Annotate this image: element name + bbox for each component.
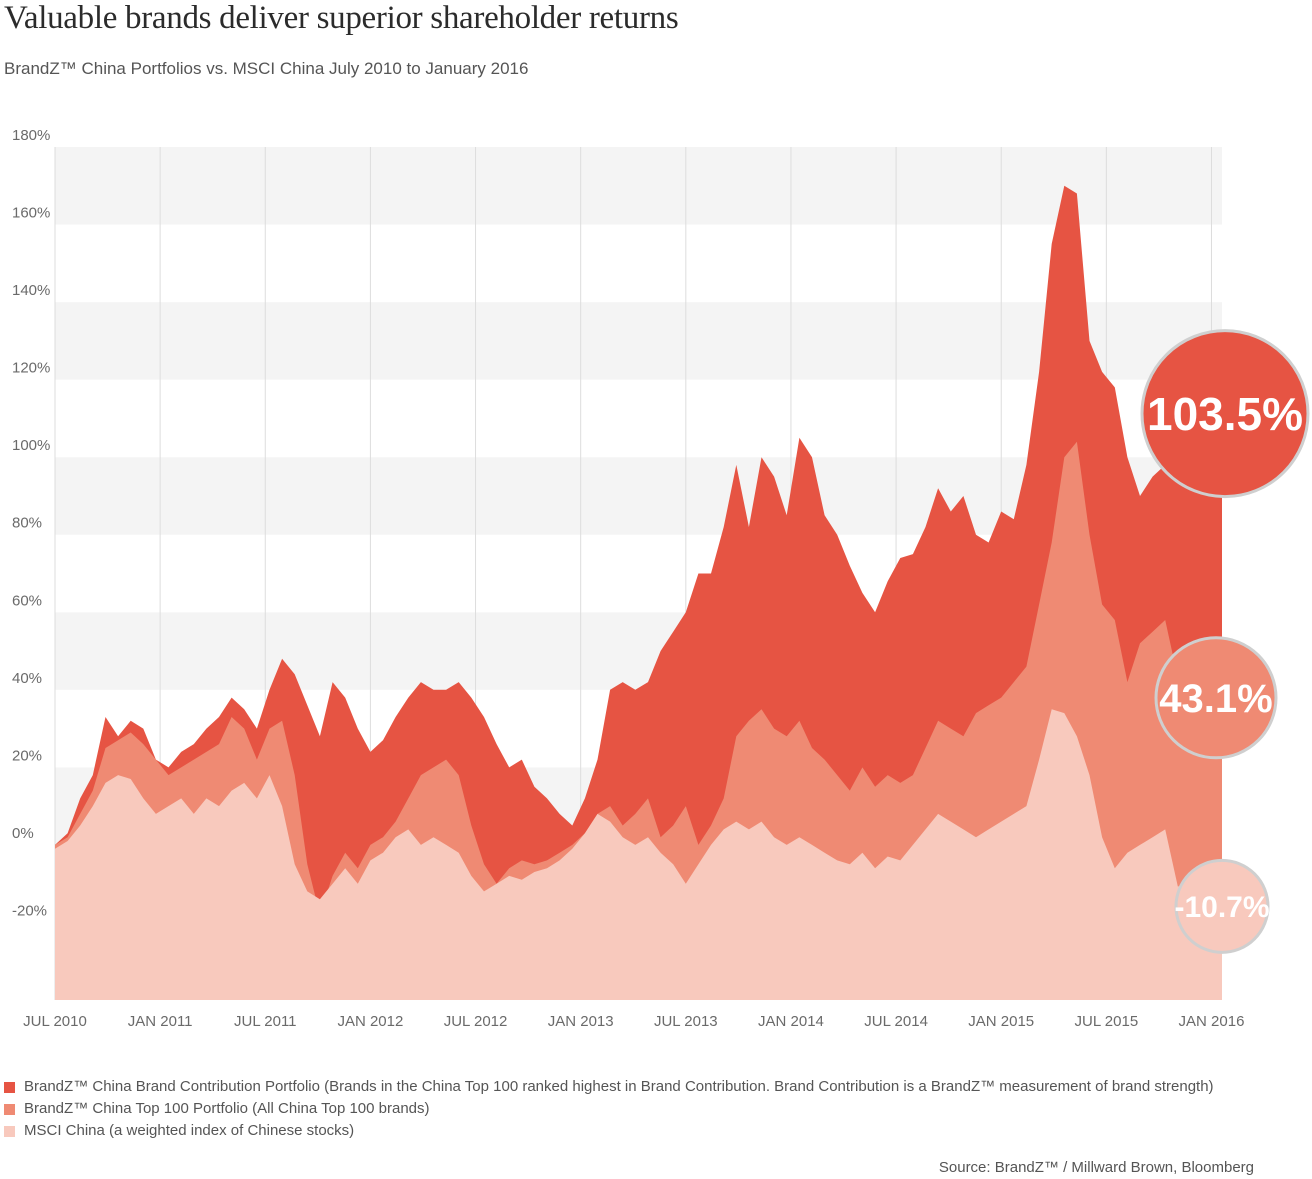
legend-item: BrandZ™ China Brand Contribution Portfol… <box>4 1076 1214 1098</box>
legend-swatch <box>4 1081 15 1093</box>
chart-title: Valuable brands deliver superior shareho… <box>4 0 679 36</box>
grid-band <box>55 379 1222 458</box>
y-tick-label: 120% <box>12 360 50 377</box>
x-tick-label: JAN 2012 <box>337 1013 403 1030</box>
area-chart: 180% 160% 140% 120% 100% 80% 60% 40% 20% 0% -20% J… <box>12 127 1310 1030</box>
end-value-label: 103.5% <box>1147 388 1303 440</box>
end-value-label: -10.7% <box>1174 891 1269 924</box>
end-value-bubbles: 103.5% 43.1% -10.7% <box>1140 329 1310 954</box>
legend: BrandZ™ China Brand Contribution Portfol… <box>4 1076 1214 1142</box>
x-tick-label: JUL 2012 <box>444 1013 508 1030</box>
legend-swatch <box>4 1103 15 1115</box>
chart-subtitle: BrandZ™ China Portfolios vs. MSCI China … <box>4 59 529 78</box>
y-tick-label: 80% <box>12 515 42 532</box>
y-tick-label: 140% <box>12 282 50 299</box>
x-tick-label: JUL 2015 <box>1075 1013 1139 1030</box>
series-areas <box>55 185 1222 1001</box>
end-value-bubble <box>1154 636 1278 760</box>
y-tick-label: 60% <box>12 592 42 609</box>
x-tick-label: JUL 2013 <box>654 1013 718 1030</box>
y-tick-label: 100% <box>12 437 50 454</box>
x-tick-label: JAN 2013 <box>548 1013 614 1030</box>
source-note: Source: BrandZ™ / Millward Brown, Bloomb… <box>938 1159 1254 1176</box>
legend-label: BrandZ™ China Brand Contribution Portfol… <box>24 1078 1214 1095</box>
end-value-label: 43.1% <box>1159 677 1272 721</box>
x-tick-label: JUL 2014 <box>864 1013 928 1030</box>
legend-item: BrandZ™ China Top 100 Portfolio (All Chi… <box>4 1098 1214 1120</box>
x-tick-label: JAN 2011 <box>128 1013 193 1030</box>
legend-label: BrandZ™ China Top 100 Portfolio (All Chi… <box>24 1100 430 1117</box>
series-area <box>55 709 1222 1000</box>
x-tick-label: JAN 2015 <box>968 1013 1034 1030</box>
y-tick-label: 40% <box>12 670 42 687</box>
x-tick-label: JAN 2016 <box>1179 1013 1245 1030</box>
y-tick-label: 20% <box>12 747 42 764</box>
grid-band <box>55 224 1222 303</box>
x-axis-ticks: JUL 2010 JAN 2011 JUL 2011 JAN 2012 JUL 2012… <box>23 1013 1244 1030</box>
legend-label: MSCI China (a weighted index of Chinese … <box>24 1122 355 1139</box>
y-tick-label: 180% <box>12 127 50 144</box>
legend-item: MSCI China (a weighted index of Chinese … <box>4 1120 1214 1142</box>
grid-band <box>55 302 1222 380</box>
end-value-bubble <box>1174 858 1270 954</box>
y-tick-label: 160% <box>12 205 50 222</box>
y-tick-label: -20% <box>12 902 47 919</box>
x-tick-label: JUL 2011 <box>234 1013 297 1030</box>
legend-swatch <box>4 1125 15 1137</box>
x-tick-label: JAN 2014 <box>758 1013 824 1030</box>
y-axis-ticks: 180% 160% 140% 120% 100% 80% 60% 40% 20% 0% -20% <box>12 127 50 919</box>
grid-band <box>55 147 1222 225</box>
y-tick-label: 0% <box>12 825 34 842</box>
x-tick-label: JUL 2010 <box>23 1013 87 1030</box>
end-value-bubble <box>1140 329 1310 499</box>
